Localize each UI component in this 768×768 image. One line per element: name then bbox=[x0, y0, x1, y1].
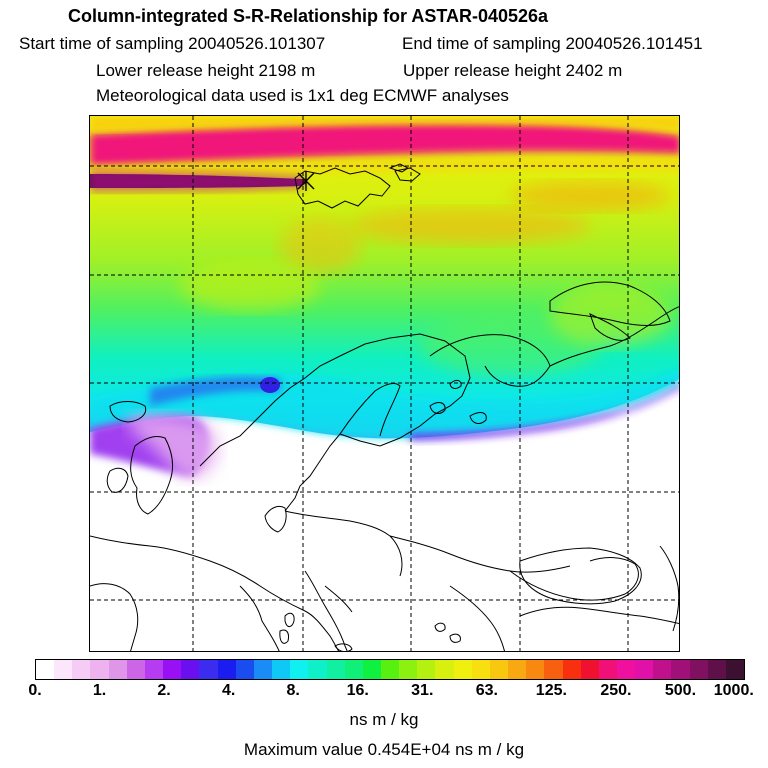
colorbar bbox=[35, 659, 745, 680]
colorbar-segment bbox=[326, 660, 345, 679]
colorbar-segment bbox=[653, 660, 672, 679]
colorbar-segment bbox=[526, 660, 545, 679]
colorbar-tick-label: 0. bbox=[28, 682, 42, 699]
colorbar-segment bbox=[253, 660, 273, 679]
colorbar-segment bbox=[181, 660, 200, 679]
colorbar-segment bbox=[508, 660, 527, 679]
colorbar-segment bbox=[471, 660, 490, 679]
colorbar-segment bbox=[435, 660, 454, 679]
colorbar-tick-label: 125. bbox=[535, 682, 567, 699]
colorbar-segment bbox=[544, 660, 563, 679]
start-time-label: Start time of sampling 20040526.101307 bbox=[19, 34, 326, 53]
colorbar-segment bbox=[635, 660, 654, 679]
plot-title: Column-integrated S-R-Relationship for A… bbox=[68, 6, 549, 26]
end-time-label: End time of sampling 20040526.101451 bbox=[402, 34, 703, 53]
colorbar-segment bbox=[217, 660, 236, 679]
colorbar-segment bbox=[54, 660, 73, 679]
maximum-value-label: Maximum value 0.454E+04 ns m / kg bbox=[243, 740, 525, 759]
colorbar-segment bbox=[163, 660, 182, 679]
colorbar-segment bbox=[272, 660, 291, 679]
colorbar-tick-label: 500. bbox=[664, 682, 697, 699]
meteorological-data-label: Meteorological data used is 1x1 deg ECMW… bbox=[96, 86, 509, 105]
sensitivity-field-map bbox=[90, 116, 679, 651]
colorbar-segment bbox=[144, 660, 164, 679]
colorbar-segment bbox=[580, 660, 599, 679]
colorbar-segment bbox=[689, 660, 708, 679]
colorbar-segment bbox=[725, 660, 745, 679]
colorbar-unit-label: ns m / kg bbox=[349, 710, 419, 729]
colorbar-tick-label: 63. bbox=[475, 682, 498, 699]
colorbar-segment bbox=[671, 660, 690, 679]
colorbar-segment bbox=[90, 660, 109, 679]
lower-release-height-label: Lower release height 2198 m bbox=[96, 61, 316, 80]
upper-release-height-label: Upper release height 2402 m bbox=[403, 61, 623, 80]
coastlines bbox=[90, 163, 679, 651]
colorbar-tick-label: 1000. bbox=[713, 682, 754, 699]
colorbar-tick-label: 1. bbox=[92, 682, 107, 699]
colorbar-tick-label: 31. bbox=[411, 682, 434, 699]
colorbar-tick-label: 8. bbox=[286, 682, 300, 699]
release-point-marker bbox=[297, 171, 315, 191]
colorbar-segment bbox=[707, 660, 726, 679]
colorbar-segment bbox=[562, 660, 581, 679]
colorbar-tick-label: 250. bbox=[600, 682, 632, 699]
colorbar-segment bbox=[598, 660, 617, 679]
colorbar-segment bbox=[290, 660, 309, 679]
colorbar-tick-label: 16. bbox=[346, 682, 369, 699]
colorbar-segment bbox=[617, 660, 636, 679]
lat-lon-grid bbox=[90, 116, 679, 651]
colorbar-segment bbox=[108, 660, 127, 679]
colorbar-segment bbox=[72, 660, 91, 679]
colorbar-segment bbox=[380, 660, 400, 679]
map-plot-area bbox=[89, 115, 680, 652]
colorbar-tick-label: 4. bbox=[221, 682, 236, 699]
colorbar-segment bbox=[235, 660, 254, 679]
colorbar-segment bbox=[417, 660, 436, 679]
colorbar-segment bbox=[308, 660, 327, 679]
colorbar-segment bbox=[362, 660, 381, 679]
magenta-band bbox=[90, 123, 679, 166]
colorbar-segment bbox=[36, 660, 55, 679]
colorbar-segment bbox=[344, 660, 363, 679]
colorbar-segment bbox=[489, 660, 509, 679]
colorbar-segment bbox=[453, 660, 472, 679]
colorbar-tick-label: 2. bbox=[157, 682, 171, 699]
colorbar-segment bbox=[126, 660, 145, 679]
colorbar-segment bbox=[199, 660, 218, 679]
colorbar-segment bbox=[399, 660, 418, 679]
